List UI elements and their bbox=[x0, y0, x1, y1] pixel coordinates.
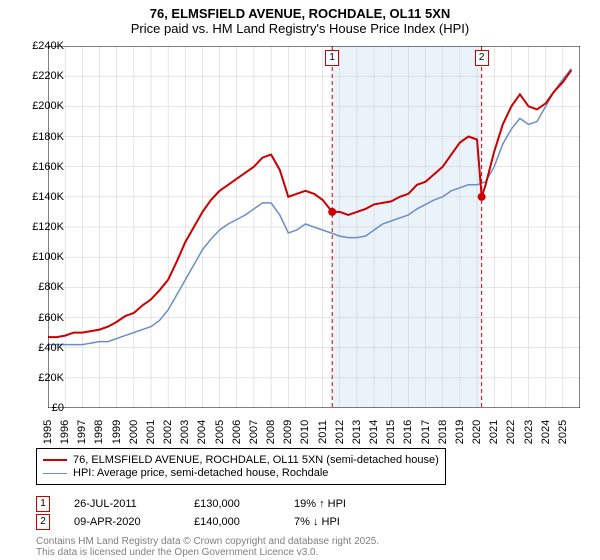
x-tick-label: 2005 bbox=[214, 420, 226, 444]
x-tick-label: 2007 bbox=[248, 420, 260, 444]
y-tick-label: £120K bbox=[32, 221, 64, 233]
y-tick-label: £20K bbox=[38, 372, 64, 384]
y-tick-label: £200K bbox=[32, 100, 64, 112]
legend-row-hpi: HPI: Average price, semi-detached house,… bbox=[43, 467, 439, 479]
x-tick-label: 1995 bbox=[42, 420, 54, 444]
legend-swatch-price-paid bbox=[43, 459, 67, 461]
transaction-price: £140,000 bbox=[194, 516, 294, 528]
chart-svg bbox=[48, 46, 580, 408]
transaction-marker: 1 bbox=[36, 496, 50, 512]
x-tick-label: 2011 bbox=[317, 420, 329, 444]
transaction-price: £130,000 bbox=[194, 498, 294, 510]
footer: Contains HM Land Registry data © Crown c… bbox=[36, 536, 379, 558]
title-subtitle: Price paid vs. HM Land Registry's House … bbox=[0, 21, 600, 36]
transactions-table: 1 26-JUL-2011 £130,000 19% ↑ HPI 2 09-AP… bbox=[36, 494, 414, 532]
legend-label-price-paid: 76, ELMSFIELD AVENUE, ROCHDALE, OL11 5XN… bbox=[73, 454, 439, 466]
x-tick-label: 1999 bbox=[111, 420, 123, 444]
chart-container: 76, ELMSFIELD AVENUE, ROCHDALE, OL11 5XN… bbox=[0, 0, 600, 560]
y-tick-label: £80K bbox=[38, 281, 64, 293]
x-tick-label: 2017 bbox=[420, 420, 432, 444]
legend-row-price-paid: 76, ELMSFIELD AVENUE, ROCHDALE, OL11 5XN… bbox=[43, 454, 439, 466]
y-tick-label: £60K bbox=[38, 312, 64, 324]
x-tick-label: 1998 bbox=[93, 420, 105, 444]
y-tick-label: £140K bbox=[32, 191, 64, 203]
y-tick-label: £100K bbox=[32, 251, 64, 263]
x-tick-label: 2025 bbox=[557, 420, 569, 444]
x-tick-label: 2014 bbox=[368, 420, 380, 444]
y-tick-label: £240K bbox=[32, 40, 64, 52]
chart-area bbox=[48, 46, 580, 408]
x-tick-label: 2006 bbox=[231, 420, 243, 444]
y-tick-label: £40K bbox=[38, 342, 64, 354]
x-tick-label: 2018 bbox=[437, 420, 449, 444]
legend-label-hpi: HPI: Average price, semi-detached house,… bbox=[73, 467, 328, 479]
x-tick-label: 2002 bbox=[162, 420, 174, 444]
chart-marker-box: 1 bbox=[325, 50, 339, 66]
y-tick-label: £160K bbox=[32, 161, 64, 173]
title-block: 76, ELMSFIELD AVENUE, ROCHDALE, OL11 5XN… bbox=[0, 0, 600, 38]
x-tick-label: 2019 bbox=[454, 420, 466, 444]
transaction-hpi: 7% ↓ HPI bbox=[294, 516, 414, 528]
legend-swatch-hpi bbox=[43, 473, 67, 474]
transaction-marker: 2 bbox=[36, 514, 50, 530]
title-address: 76, ELMSFIELD AVENUE, ROCHDALE, OL11 5XN bbox=[0, 6, 600, 21]
x-tick-label: 2001 bbox=[145, 420, 157, 444]
transaction-row: 1 26-JUL-2011 £130,000 19% ↑ HPI bbox=[36, 496, 414, 512]
x-tick-label: 1996 bbox=[59, 420, 71, 444]
x-tick-label: 2023 bbox=[523, 420, 535, 444]
x-tick-label: 2008 bbox=[265, 420, 277, 444]
x-tick-label: 2022 bbox=[505, 420, 517, 444]
x-tick-label: 2013 bbox=[351, 420, 363, 444]
footer-line1: Contains HM Land Registry data © Crown c… bbox=[36, 536, 379, 547]
x-tick-label: 2004 bbox=[196, 420, 208, 444]
x-tick-label: 2020 bbox=[471, 420, 483, 444]
x-tick-label: 2016 bbox=[402, 420, 414, 444]
x-tick-label: 2021 bbox=[488, 420, 500, 444]
x-tick-label: 2000 bbox=[128, 420, 140, 444]
x-tick-label: 2003 bbox=[179, 420, 191, 444]
transaction-date: 26-JUL-2011 bbox=[74, 498, 194, 510]
footer-line2: This data is licensed under the Open Gov… bbox=[36, 547, 379, 558]
x-tick-label: 2010 bbox=[299, 420, 311, 444]
x-tick-label: 2012 bbox=[334, 420, 346, 444]
chart-marker-box: 2 bbox=[475, 50, 489, 66]
y-tick-label: £180K bbox=[32, 131, 64, 143]
legend: 76, ELMSFIELD AVENUE, ROCHDALE, OL11 5XN… bbox=[36, 448, 446, 485]
x-tick-label: 2009 bbox=[282, 420, 294, 444]
y-tick-label: £220K bbox=[32, 70, 64, 82]
x-tick-label: 2024 bbox=[540, 420, 552, 444]
x-tick-label: 1997 bbox=[76, 420, 88, 444]
transaction-row: 2 09-APR-2020 £140,000 7% ↓ HPI bbox=[36, 514, 414, 530]
y-tick-label: £0 bbox=[52, 402, 64, 414]
transaction-date: 09-APR-2020 bbox=[74, 516, 194, 528]
x-tick-label: 2015 bbox=[385, 420, 397, 444]
transaction-hpi: 19% ↑ HPI bbox=[294, 498, 414, 510]
